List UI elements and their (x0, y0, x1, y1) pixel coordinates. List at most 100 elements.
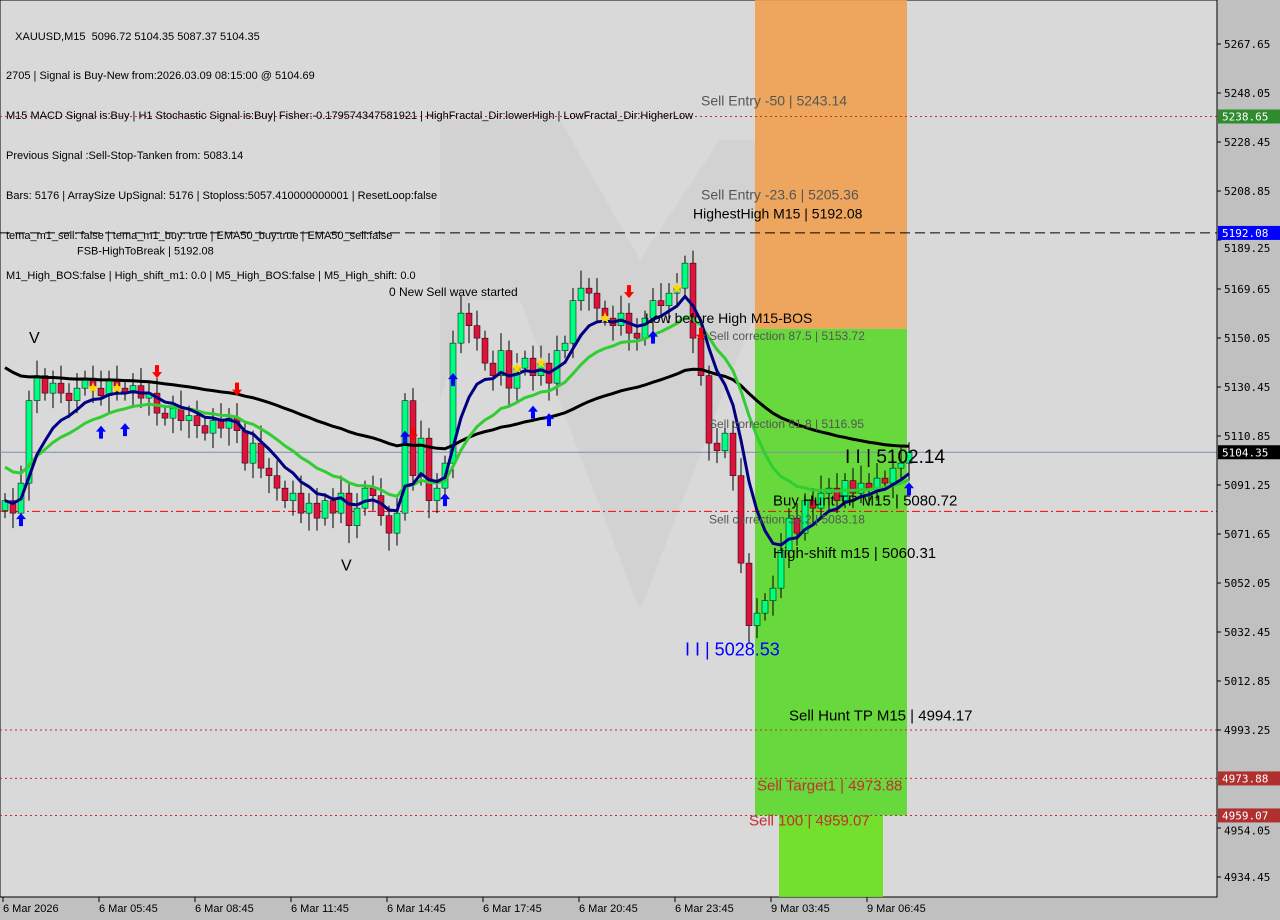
candle-body (369, 487, 377, 496)
x-tick-label: 6 Mar 20:45 (579, 903, 638, 915)
y-tick-label: 5130.45 (1224, 381, 1270, 394)
chart-annotation: 0 New Sell wave started (389, 285, 518, 299)
candle (705, 365, 713, 461)
candle-body (473, 325, 481, 339)
info-line-symbol: XAUUSD,M15 5096.72 5104.35 5087.37 5104.… (6, 30, 260, 43)
candle-body (193, 415, 201, 426)
candle-body (833, 487, 841, 501)
candle-body (745, 562, 753, 626)
buy-arrow-icon (120, 423, 130, 437)
candle (193, 400, 201, 439)
candle-body (185, 415, 193, 421)
candle-body (273, 475, 281, 489)
y-tick-label: 5150.05 (1224, 332, 1270, 345)
candle-body (729, 432, 737, 476)
candle (497, 333, 505, 386)
price-tag (1218, 808, 1280, 823)
buy-arrow-icon (528, 405, 538, 419)
chart-annotation: V (341, 558, 352, 575)
candle (529, 345, 537, 391)
candle (433, 473, 441, 514)
y-tick-label: 4934.45 (1224, 871, 1270, 884)
candle (321, 493, 329, 526)
candle (465, 303, 473, 344)
candle-body (9, 500, 17, 514)
star-icon (599, 312, 611, 323)
y-tick-label: 5091.25 (1224, 479, 1270, 492)
candle-body (505, 350, 513, 389)
candle-body (465, 312, 473, 326)
candle-body (705, 375, 713, 444)
candle (153, 378, 161, 426)
candle (577, 270, 585, 311)
candle-body (425, 437, 433, 501)
price-tag-label: 5104.35 (1222, 446, 1268, 459)
candle (745, 553, 753, 644)
price-tag-label: 4973.88 (1222, 772, 1268, 785)
candle-body (905, 452, 913, 464)
price-tag (1218, 445, 1280, 460)
candle (385, 505, 393, 551)
chart-annotation: I I | 5102.14 (845, 447, 945, 468)
candle (801, 493, 809, 541)
price-tag (1218, 225, 1280, 240)
y-tick-label: 5208.85 (1224, 185, 1270, 198)
candle-body (297, 492, 305, 514)
candle-body (353, 507, 361, 526)
candle-body (865, 482, 873, 489)
buy-arrow-icon (400, 430, 410, 444)
chart-annotation: FSB-HighToBreak | 5192.08 (77, 245, 214, 257)
info-line-bars: Bars: 5176 | ArraySize UpSignal: 5176 | … (6, 190, 438, 203)
candle-body (249, 442, 257, 464)
candle (345, 483, 353, 544)
candle-body (793, 517, 801, 534)
candle-body (529, 357, 537, 376)
candle-body (385, 515, 393, 534)
y-tick-label: 5032.45 (1224, 626, 1270, 639)
candle-body (25, 400, 33, 484)
x-tick-label: 6 Mar 11:45 (291, 903, 349, 915)
buy-arrow-icon (448, 373, 458, 387)
indicator-info-panel: XAUUSD,M15 5096.72 5104.35 5087.37 5104.… (6, 4, 693, 297)
candle-body (305, 502, 313, 514)
price-tag-label: 4959.07 (1222, 809, 1268, 822)
candle-body (49, 382, 57, 394)
candle (57, 365, 65, 404)
y-tick-label: 5110.85 (1224, 430, 1270, 443)
candle-body (569, 300, 577, 344)
candle (289, 480, 297, 516)
candle (817, 475, 825, 519)
candle-body (65, 392, 73, 401)
candle-body (873, 477, 881, 489)
buy-arrow-icon (904, 482, 914, 496)
ema-mid-line (4, 315, 910, 499)
candle-body (345, 492, 353, 526)
y-tick-label: 4993.25 (1224, 724, 1270, 737)
candle-body (73, 387, 81, 401)
candle-body (753, 612, 761, 626)
candle-body (169, 407, 177, 419)
candle (305, 493, 313, 531)
candle-body (497, 350, 505, 376)
ema-fast-line (4, 294, 910, 547)
candle-body (257, 442, 265, 469)
candle (185, 405, 193, 439)
candle (481, 330, 489, 371)
candle-body (809, 500, 817, 509)
chart-annotation: I I | 5028.53 (685, 640, 780, 660)
candle-body (161, 412, 169, 419)
y-tick-label: 5169.65 (1224, 283, 1270, 296)
candle-body (585, 287, 593, 294)
candle-body (393, 512, 401, 534)
candle-body (33, 375, 41, 401)
candle (9, 488, 17, 529)
candle-body (849, 480, 857, 494)
candle (249, 430, 257, 479)
candle-body (633, 332, 641, 339)
chart-annotation: Sell Entry -50 | 5243.14 (701, 92, 847, 108)
candle (505, 340, 513, 406)
candle (657, 283, 665, 316)
buy-arrow-icon (96, 425, 106, 439)
candle-body (313, 502, 321, 519)
